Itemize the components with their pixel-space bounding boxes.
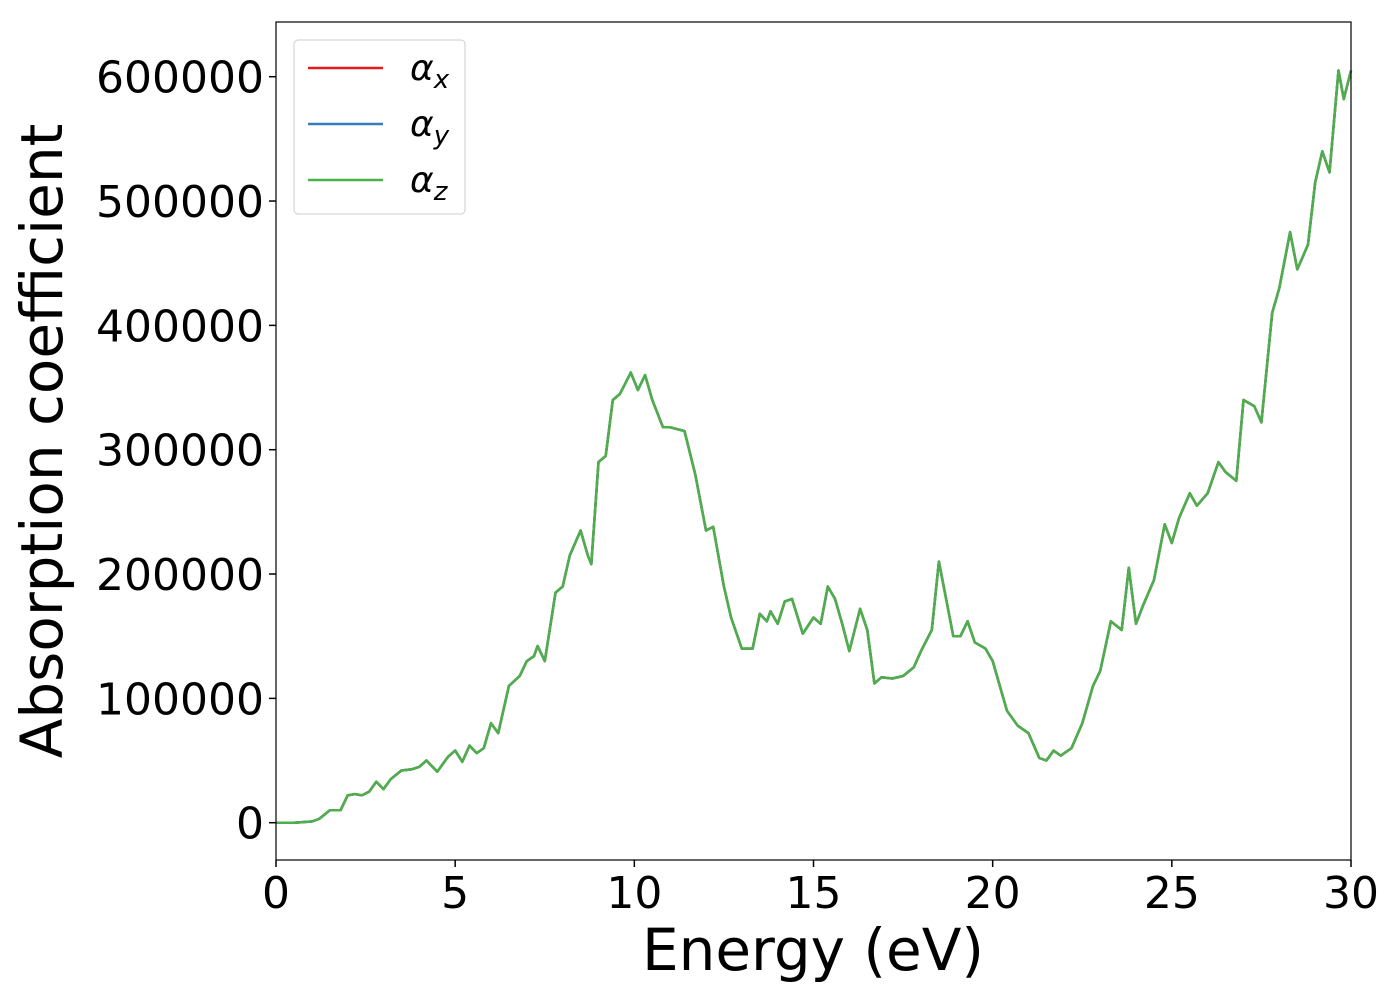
x-tick-label: 0 xyxy=(262,868,290,919)
y-tick-label: 100000 xyxy=(96,674,264,725)
x-tick-label: 5 xyxy=(441,868,469,919)
x-tick-label: 30 xyxy=(1323,868,1379,919)
x-tick-label: 15 xyxy=(786,868,842,919)
x-axis-label: Energy (eV) xyxy=(642,916,984,984)
legend-box xyxy=(293,39,466,215)
series-line xyxy=(276,69,1353,824)
x-tick-label: 10 xyxy=(606,868,662,919)
y-tick-label: 400000 xyxy=(96,301,264,352)
y-tick-label: 300000 xyxy=(96,426,264,477)
x-tick-label: 20 xyxy=(965,868,1021,919)
y-tick-label: 0 xyxy=(236,799,264,850)
x-tick-label: 25 xyxy=(1144,868,1200,919)
plot-frame xyxy=(275,21,1352,861)
legend-label: αz xyxy=(410,160,449,207)
legend-label: αx xyxy=(410,48,450,95)
y-tick-label: 200000 xyxy=(96,550,264,601)
legend-label: αy xyxy=(410,104,450,151)
y-tick-label: 600000 xyxy=(96,53,264,104)
y-axis-label: Absorption coefficient xyxy=(8,124,76,759)
y-tick-label: 500000 xyxy=(96,177,264,228)
